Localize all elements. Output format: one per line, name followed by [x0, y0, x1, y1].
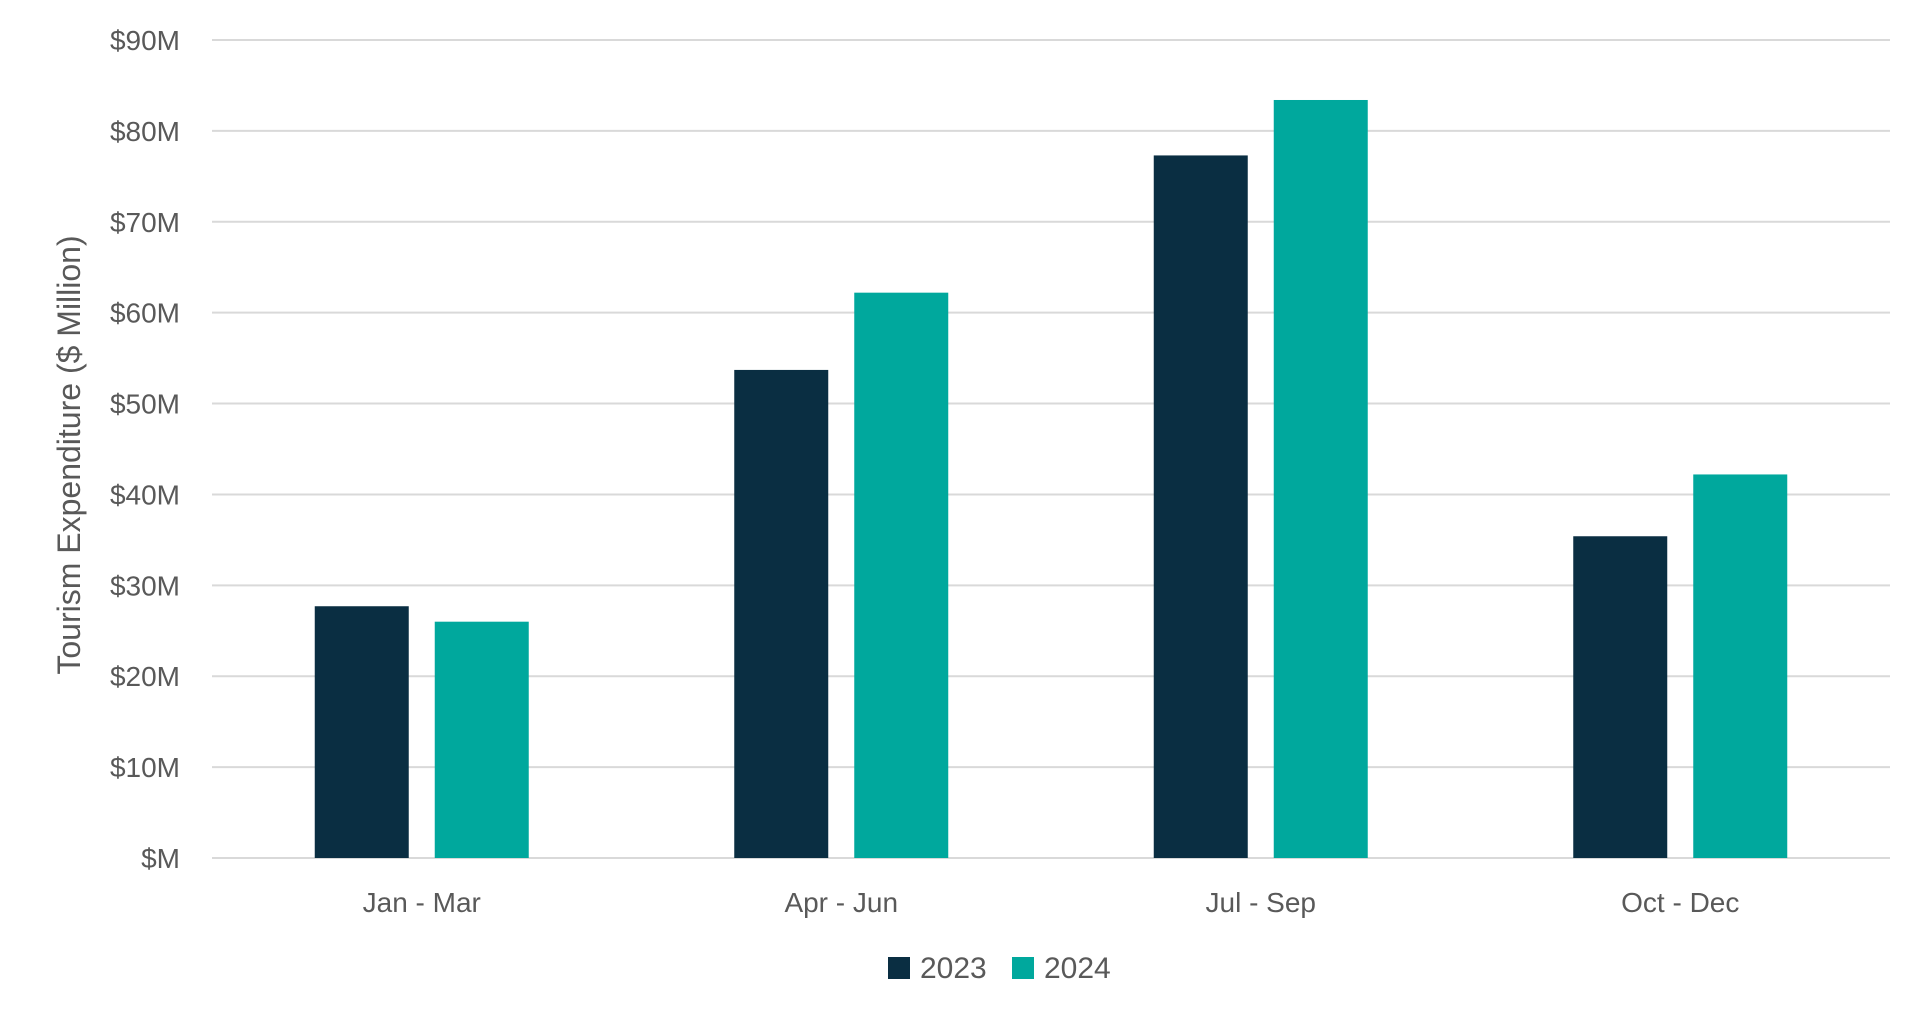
bar-2024-1 — [854, 292, 949, 858]
y-tick-label: $70M — [110, 207, 180, 238]
x-axis-ticks: Jan - Mar Apr - Jun Jul - Sep Oct - Dec — [363, 887, 1740, 918]
bar-2023-0 — [314, 606, 409, 858]
legend: 2023 2024 — [888, 952, 1111, 985]
x-tick-label: Apr - Jun — [784, 887, 898, 918]
bar-2023-3 — [1573, 536, 1668, 858]
bar-2023-2 — [1153, 155, 1248, 858]
bar-2024-3 — [1693, 474, 1788, 858]
x-tick-label: Oct - Dec — [1621, 887, 1739, 918]
bars — [314, 99, 1788, 858]
bar-2024-2 — [1273, 99, 1368, 858]
y-tick-label: $80M — [110, 116, 180, 147]
y-tick-label: $20M — [110, 661, 180, 692]
x-tick-label: Jul - Sep — [1206, 887, 1317, 918]
y-tick-label: $60M — [110, 298, 180, 329]
y-axis-ticks: $M $10M $20M $30M $40M $50M $60M $70M $80M $90M — [110, 25, 180, 874]
x-tick-label: Jan - Mar — [363, 887, 481, 918]
y-tick-label: $10M — [110, 752, 180, 783]
y-tick-label: $90M — [110, 25, 180, 56]
legend-label-2023: 2023 — [920, 952, 987, 985]
y-axis-title: Tourism Expenditure ($ Million) — [51, 235, 87, 674]
y-tick-label: $40M — [110, 479, 180, 510]
bar-2024-0 — [434, 621, 529, 858]
legend-swatch-2024 — [1012, 957, 1034, 979]
bar-2023-1 — [734, 369, 829, 858]
y-tick-label: $50M — [110, 389, 180, 420]
legend-swatch-2023 — [888, 957, 910, 979]
legend-label-2024: 2024 — [1044, 952, 1111, 985]
y-tick-label: $30M — [110, 570, 180, 601]
y-tick-label: $M — [141, 843, 180, 874]
